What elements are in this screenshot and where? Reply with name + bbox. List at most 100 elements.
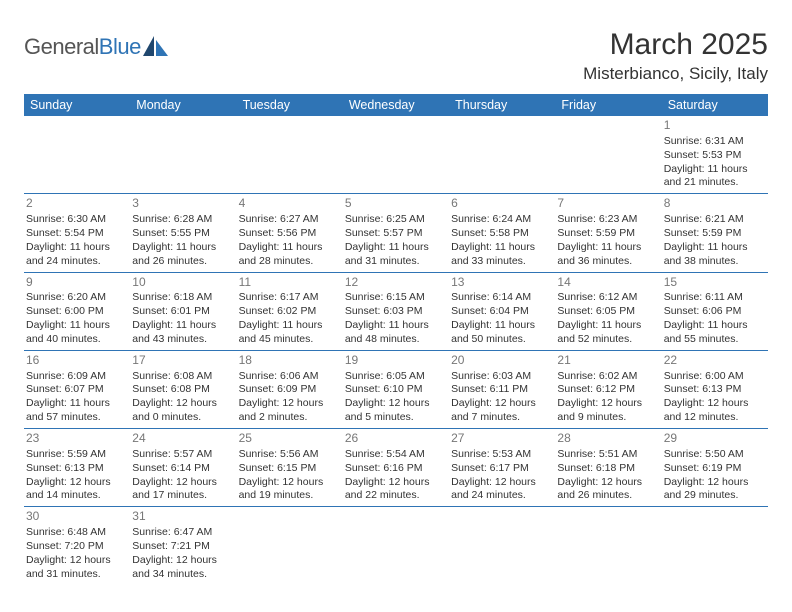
daylight-text: Daylight: 12 hours bbox=[664, 397, 766, 411]
sunrise-text: Sunrise: 6:23 AM bbox=[557, 213, 659, 227]
day-header: Thursday bbox=[449, 94, 555, 116]
sail-icon bbox=[143, 36, 169, 58]
daylight-text: Daylight: 12 hours bbox=[345, 397, 447, 411]
day-header: Friday bbox=[555, 94, 661, 116]
day-number: 29 bbox=[664, 431, 766, 447]
day-number: 23 bbox=[26, 431, 128, 447]
sunset-text: Sunset: 6:17 PM bbox=[451, 462, 553, 476]
daylight-text: Daylight: 12 hours bbox=[132, 476, 234, 490]
calendar-cell bbox=[343, 507, 449, 585]
logo: GeneralBlue bbox=[24, 34, 169, 60]
daylight-text: and 22 minutes. bbox=[345, 489, 447, 503]
day-number: 26 bbox=[345, 431, 447, 447]
sunset-text: Sunset: 5:57 PM bbox=[345, 227, 447, 241]
sunset-text: Sunset: 6:18 PM bbox=[557, 462, 659, 476]
daylight-text: and 34 minutes. bbox=[132, 568, 234, 582]
daylight-text: Daylight: 11 hours bbox=[132, 241, 234, 255]
sunset-text: Sunset: 5:59 PM bbox=[557, 227, 659, 241]
location: Misterbianco, Sicily, Italy bbox=[583, 64, 768, 84]
sunrise-text: Sunrise: 6:02 AM bbox=[557, 370, 659, 384]
sunset-text: Sunset: 7:21 PM bbox=[132, 540, 234, 554]
calendar-cell: 22Sunrise: 6:00 AMSunset: 6:13 PMDayligh… bbox=[662, 350, 768, 428]
daylight-text: and 14 minutes. bbox=[26, 489, 128, 503]
sunrise-text: Sunrise: 6:08 AM bbox=[132, 370, 234, 384]
day-header: Monday bbox=[130, 94, 236, 116]
sunrise-text: Sunrise: 5:50 AM bbox=[664, 448, 766, 462]
day-number: 28 bbox=[557, 431, 659, 447]
daylight-text: Daylight: 11 hours bbox=[26, 319, 128, 333]
day-number: 11 bbox=[239, 275, 341, 291]
day-number: 20 bbox=[451, 353, 553, 369]
daylight-text: and 21 minutes. bbox=[664, 176, 766, 190]
calendar-cell: 14Sunrise: 6:12 AMSunset: 6:05 PMDayligh… bbox=[555, 272, 661, 350]
daylight-text: and 5 minutes. bbox=[345, 411, 447, 425]
day-number: 8 bbox=[664, 196, 766, 212]
day-number: 4 bbox=[239, 196, 341, 212]
sunset-text: Sunset: 5:53 PM bbox=[664, 149, 766, 163]
daylight-text: and 2 minutes. bbox=[239, 411, 341, 425]
day-number: 24 bbox=[132, 431, 234, 447]
day-header: Saturday bbox=[662, 94, 768, 116]
calendar-cell: 11Sunrise: 6:17 AMSunset: 6:02 PMDayligh… bbox=[237, 272, 343, 350]
sunset-text: Sunset: 6:10 PM bbox=[345, 383, 447, 397]
sunrise-text: Sunrise: 6:14 AM bbox=[451, 291, 553, 305]
sunset-text: Sunset: 6:06 PM bbox=[664, 305, 766, 319]
daylight-text: and 33 minutes. bbox=[451, 255, 553, 269]
calendar-cell: 24Sunrise: 5:57 AMSunset: 6:14 PMDayligh… bbox=[130, 429, 236, 507]
calendar-table: SundayMondayTuesdayWednesdayThursdayFrid… bbox=[24, 94, 768, 585]
month-title: March 2025 bbox=[583, 28, 768, 62]
sunset-text: Sunset: 6:19 PM bbox=[664, 462, 766, 476]
day-number: 22 bbox=[664, 353, 766, 369]
day-number: 1 bbox=[664, 118, 766, 134]
day-number: 17 bbox=[132, 353, 234, 369]
day-header: Wednesday bbox=[343, 94, 449, 116]
sunset-text: Sunset: 6:01 PM bbox=[132, 305, 234, 319]
sunrise-text: Sunrise: 6:15 AM bbox=[345, 291, 447, 305]
daylight-text: Daylight: 12 hours bbox=[26, 476, 128, 490]
calendar-cell: 10Sunrise: 6:18 AMSunset: 6:01 PMDayligh… bbox=[130, 272, 236, 350]
daylight-text: and 29 minutes. bbox=[664, 489, 766, 503]
sunset-text: Sunset: 6:15 PM bbox=[239, 462, 341, 476]
calendar-cell: 9Sunrise: 6:20 AMSunset: 6:00 PMDaylight… bbox=[24, 272, 130, 350]
sunrise-text: Sunrise: 5:54 AM bbox=[345, 448, 447, 462]
sunrise-text: Sunrise: 6:20 AM bbox=[26, 291, 128, 305]
sunset-text: Sunset: 5:54 PM bbox=[26, 227, 128, 241]
day-number: 13 bbox=[451, 275, 553, 291]
sunset-text: Sunset: 6:13 PM bbox=[664, 383, 766, 397]
sunrise-text: Sunrise: 6:48 AM bbox=[26, 526, 128, 540]
day-number: 10 bbox=[132, 275, 234, 291]
day-number: 9 bbox=[26, 275, 128, 291]
sunset-text: Sunset: 6:09 PM bbox=[239, 383, 341, 397]
day-header: Tuesday bbox=[237, 94, 343, 116]
calendar-cell: 5Sunrise: 6:25 AMSunset: 5:57 PMDaylight… bbox=[343, 194, 449, 272]
daylight-text: Daylight: 11 hours bbox=[664, 319, 766, 333]
calendar-cell: 2Sunrise: 6:30 AMSunset: 5:54 PMDaylight… bbox=[24, 194, 130, 272]
daylight-text: Daylight: 11 hours bbox=[345, 241, 447, 255]
sunrise-text: Sunrise: 6:47 AM bbox=[132, 526, 234, 540]
sunset-text: Sunset: 6:00 PM bbox=[26, 305, 128, 319]
sunset-text: Sunset: 6:11 PM bbox=[451, 383, 553, 397]
calendar-cell: 19Sunrise: 6:05 AMSunset: 6:10 PMDayligh… bbox=[343, 350, 449, 428]
calendar-cell: 18Sunrise: 6:06 AMSunset: 6:09 PMDayligh… bbox=[237, 350, 343, 428]
calendar-cell bbox=[555, 507, 661, 585]
sunrise-text: Sunrise: 5:51 AM bbox=[557, 448, 659, 462]
calendar-cell: 31Sunrise: 6:47 AMSunset: 7:21 PMDayligh… bbox=[130, 507, 236, 585]
calendar-cell: 21Sunrise: 6:02 AMSunset: 6:12 PMDayligh… bbox=[555, 350, 661, 428]
daylight-text: Daylight: 12 hours bbox=[239, 476, 341, 490]
calendar-cell: 25Sunrise: 5:56 AMSunset: 6:15 PMDayligh… bbox=[237, 429, 343, 507]
daylight-text: and 38 minutes. bbox=[664, 255, 766, 269]
daylight-text: and 24 minutes. bbox=[26, 255, 128, 269]
logo-blue: Blue bbox=[99, 34, 141, 59]
calendar-cell: 23Sunrise: 5:59 AMSunset: 6:13 PMDayligh… bbox=[24, 429, 130, 507]
daylight-text: Daylight: 11 hours bbox=[451, 241, 553, 255]
daylight-text: Daylight: 12 hours bbox=[345, 476, 447, 490]
daylight-text: and 0 minutes. bbox=[132, 411, 234, 425]
calendar-cell: 28Sunrise: 5:51 AMSunset: 6:18 PMDayligh… bbox=[555, 429, 661, 507]
calendar-cell: 8Sunrise: 6:21 AMSunset: 5:59 PMDaylight… bbox=[662, 194, 768, 272]
day-number: 19 bbox=[345, 353, 447, 369]
calendar-cell: 13Sunrise: 6:14 AMSunset: 6:04 PMDayligh… bbox=[449, 272, 555, 350]
sunset-text: Sunset: 6:03 PM bbox=[345, 305, 447, 319]
sunrise-text: Sunrise: 6:06 AM bbox=[239, 370, 341, 384]
daylight-text: and 26 minutes. bbox=[132, 255, 234, 269]
day-number: 15 bbox=[664, 275, 766, 291]
